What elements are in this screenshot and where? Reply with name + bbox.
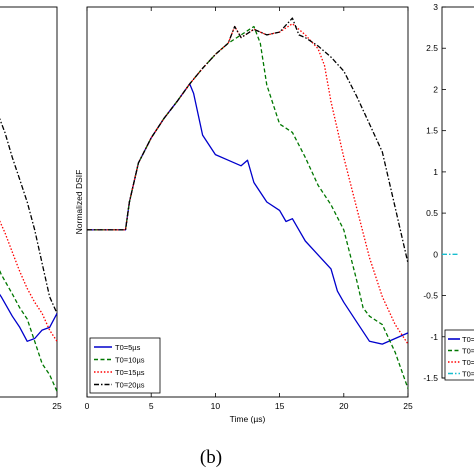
right-y-tick-label: -1.5 (423, 373, 438, 383)
left-series-line-3 (0, 220, 58, 342)
center-plot-area (86, 6, 409, 398)
right-y-tick-label: 0 (433, 249, 438, 259)
center-legend-entry: T0=15µs (115, 368, 145, 377)
center-x-tick-label: 25 (403, 401, 413, 411)
left-plot-area (0, 6, 58, 398)
center-y-axis-label: Normalized DSIF (74, 170, 84, 235)
center-x-tick-label: 20 (339, 401, 349, 411)
right-legend-entry: T0= (462, 370, 474, 379)
right-y-tick-label: 1.5 (426, 126, 438, 136)
right-y-tick-label: 0.5 (426, 208, 438, 218)
right-panel: 3 2.5 2 1.5 1 0.5 0 -0.5 -1 -1.5 T0= T0= T0= T0= (423, 2, 474, 383)
figure-caption: (b) (200, 447, 222, 468)
right-plot-area (441, 6, 474, 379)
right-y-tick-label: 2.5 (426, 43, 438, 53)
right-y-tick-label: 2 (433, 84, 438, 94)
center-x-tick-label: 10 (211, 401, 221, 411)
left-series-line-1 (0, 293, 58, 342)
left-series-line-2 (0, 269, 58, 392)
center-x-tick-label: 0 (85, 401, 90, 411)
center-x-axis-label: Time (µs) (230, 414, 266, 424)
center-legend-entry: T0=20µs (115, 381, 145, 390)
right-legend-entry: T0= (462, 347, 474, 356)
left-panel: 25 (0, 6, 62, 411)
left-x-tick-label: 25 (52, 401, 62, 411)
center-panel: 0 5 10 15 20 25 Time (µs) Normalized DSIF T0=5µs… (74, 6, 413, 424)
right-legend-entry: T0= (462, 335, 474, 344)
center-series-line-4 (87, 17, 409, 264)
center-x-tick-label: 5 (149, 401, 154, 411)
right-legend-entry: T0= (462, 358, 474, 367)
center-series-line-3 (87, 23, 409, 345)
center-series-line-2 (87, 25, 409, 389)
center-x-tick-label: 15 (275, 401, 285, 411)
right-y-tick-label: -0.5 (423, 291, 438, 301)
right-y-tick-label: 3 (433, 2, 438, 12)
right-y-tick-label: -1 (430, 332, 438, 342)
center-legend-entry: T0=5µs (115, 343, 141, 352)
right-y-tick-label: 1 (433, 167, 438, 177)
center-legend-entry: T0=10µs (115, 356, 145, 365)
left-series-line-4 (0, 117, 58, 314)
